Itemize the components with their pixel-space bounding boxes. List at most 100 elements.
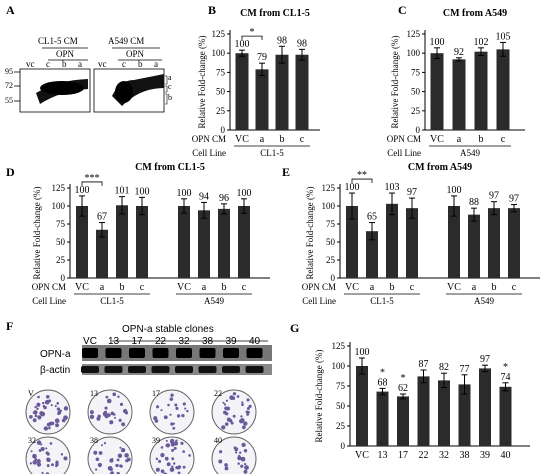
colony-dot [169, 413, 172, 416]
colony-dot [107, 413, 111, 417]
colony-dot [172, 426, 176, 430]
marker-55: 55 [5, 96, 13, 105]
colony-dot [54, 405, 57, 408]
chart-g-star: * [503, 362, 508, 373]
colony-dot [29, 462, 33, 465]
colony-dot [228, 418, 233, 423]
blot-a549-title: A549 CM [108, 36, 144, 46]
band-label-a: a [168, 73, 172, 82]
chart-c-bar [452, 59, 466, 130]
colony-dot [119, 402, 124, 406]
colony-dot [186, 409, 189, 413]
chart-b-data-label: 98 [277, 35, 287, 46]
chart-e-data-label: 65 [367, 212, 377, 223]
colony-dot [244, 462, 247, 466]
chart-b-category: a [260, 134, 265, 145]
chart-g: G 0 25 50 75 100 125 Relative Fold-change (%) 10… [290, 321, 530, 461]
colony-dot [239, 451, 242, 454]
colony-dot [34, 405, 37, 409]
stable-clone-lanes: VC 13 17 22 32 38 39 40 [81, 336, 264, 373]
colony-dot [36, 458, 41, 464]
chart-d-group-label: CL1-5 [100, 296, 124, 306]
blot-cl15-lane-vc: vc [26, 59, 35, 69]
chart-e-data-label: 97 [489, 191, 499, 202]
colony-dot [42, 401, 45, 405]
colony-dot [156, 405, 160, 409]
chart-g-ytick-label: 125 [332, 341, 346, 351]
chart-b-category: c [300, 134, 305, 145]
chart-g-data-label: 77 [460, 364, 470, 375]
colony-dot [166, 462, 171, 467]
colony-dot [224, 463, 228, 467]
actin-band [198, 366, 217, 373]
colony-dot [167, 403, 170, 407]
panel-d-letter: D [6, 165, 15, 179]
colony-dot [225, 399, 229, 402]
colony-dot [237, 455, 242, 461]
colony-dot [165, 444, 168, 447]
chart-g-category: 17 [398, 450, 408, 461]
colony-dot [36, 407, 39, 411]
chart-d-title: CM from CL1-5 [135, 162, 205, 173]
chart-e-category: a [370, 282, 375, 293]
chart-e-title: CM from A549 [408, 162, 472, 173]
actin-band [222, 366, 240, 373]
chart-b-bar [295, 54, 309, 130]
colony-dot [163, 415, 168, 420]
chart-b-data-label: 98 [297, 38, 307, 49]
colony-dot [224, 406, 228, 411]
colony-dot [43, 426, 49, 431]
colony-dot [175, 406, 179, 410]
chart-g-category: 13 [378, 450, 388, 461]
chart-c-bar [430, 53, 444, 131]
chart-c-category: a [457, 134, 462, 145]
chart-e-ytick-label: 100 [322, 201, 336, 211]
colony-dot [160, 446, 164, 449]
colony-dish-label: 38 [90, 436, 98, 445]
colony-dot [239, 418, 244, 424]
colony-dot [171, 465, 174, 468]
chart-e-ylabel: Relative Fold-change (%) [305, 187, 315, 280]
opn-a-band [152, 348, 169, 358]
opn-a-band [176, 348, 192, 358]
colony-dot [95, 468, 98, 471]
chart-d-bar [96, 229, 108, 278]
colony-dot [51, 463, 54, 467]
chart-b-data-label: 100 [235, 39, 250, 50]
colony-dot [103, 442, 107, 445]
chart-e-category: VC [345, 282, 359, 293]
blot-a549-band-core [115, 81, 133, 103]
chart-g-ylabel: Relative Fold-change (%) [314, 350, 324, 443]
colony-dot [40, 443, 43, 446]
chart-b-ytick-label: 25 [216, 106, 226, 116]
chart-d-category: a [100, 282, 105, 293]
stable-clone-lane-label: VC [83, 336, 97, 347]
colony-dot [154, 419, 159, 423]
chart-c-data-label: 92 [454, 47, 464, 58]
colony-dot [233, 446, 237, 450]
chart-d-sig-bracket [81, 181, 103, 186]
chart-b-cell-line-label: Cell Line [192, 148, 226, 158]
colony-dot [32, 453, 37, 459]
colony-dot [117, 395, 120, 398]
colony-dot [56, 407, 61, 411]
chart-e-data-label: 100 [345, 182, 360, 193]
chart-c-category: c [501, 134, 506, 145]
colony-dish-label: 40 [214, 436, 222, 445]
chart-e-ytick-label: 25 [326, 255, 336, 265]
colony-dot [46, 452, 50, 456]
chart-c-category: VC [430, 134, 444, 145]
colony-dot [184, 407, 187, 410]
chart-b-category: b [280, 134, 285, 145]
blot-cl15-band-core [40, 81, 84, 95]
colony-dot [177, 471, 181, 474]
chart-d-data-label: 96 [219, 193, 229, 204]
chart-e-bar [406, 208, 418, 278]
blot-cl15-lane-b: b [62, 59, 67, 69]
chart-d-ytick-label: 0 [61, 273, 66, 283]
chart-c-data-label: 105 [496, 31, 511, 42]
chart-e-ytick-label: 0 [331, 273, 336, 283]
chart-d-category: a [202, 282, 207, 293]
chart-e-data-label: 97 [407, 187, 417, 198]
